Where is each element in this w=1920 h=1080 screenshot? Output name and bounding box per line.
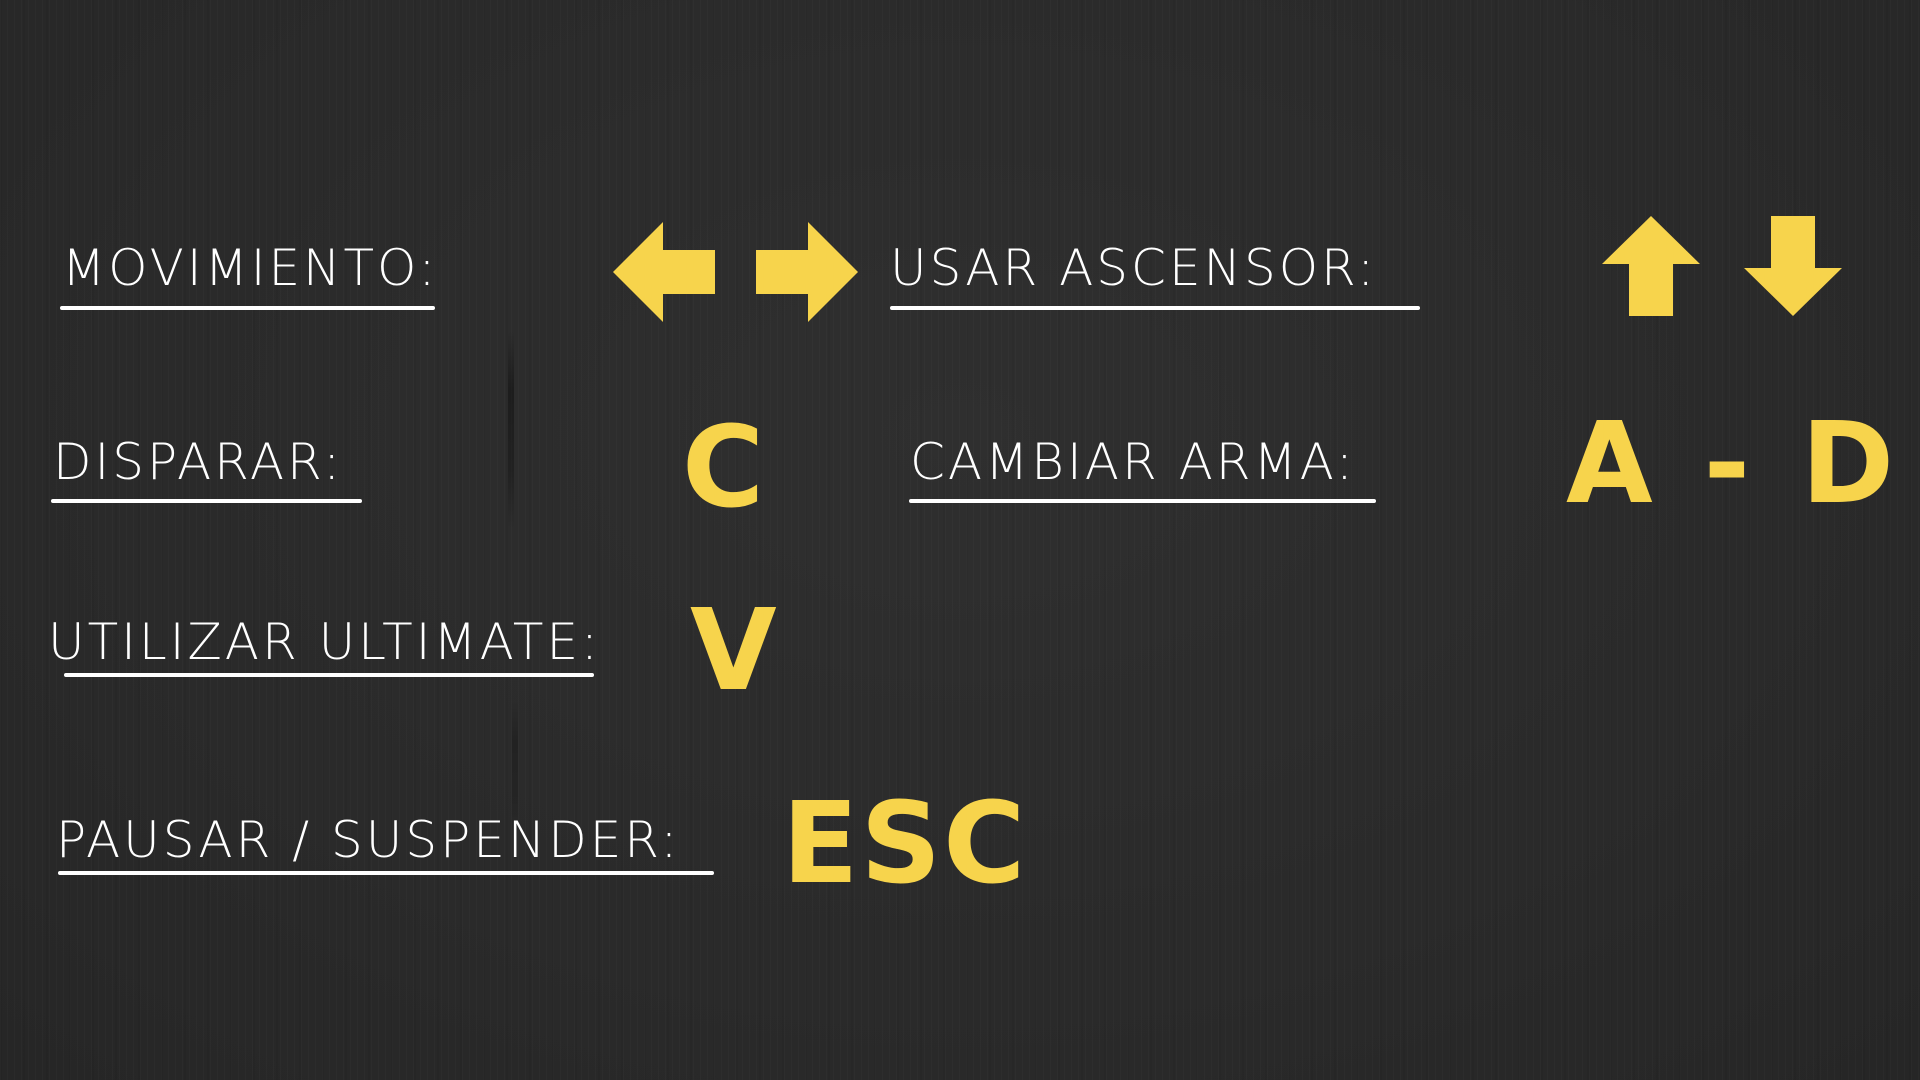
movement-underline [60,306,435,310]
ultimate-label: UTILIZAR ULTIMATE: [48,613,601,671]
elevator-label: USAR ASCENSOR: [890,239,1378,297]
shoot-label: DISPARAR: [53,433,344,491]
pause-label: PAUSAR / SUSPENDER: [56,811,681,869]
elevator-underline [890,306,1420,310]
shoot-underline [51,499,362,503]
ultimate-key: V [690,586,779,716]
arrow-down-icon [1744,216,1842,316]
shoot-key: C [682,403,767,533]
arrow-right-icon [756,222,858,322]
switch-weapon-label: CAMBIAR ARMA: [910,433,1356,491]
movement-label: MOVIMIENTO: [62,239,439,297]
ultimate-underline [64,673,594,677]
board-streak [512,700,518,840]
switch-weapon-underline [909,499,1376,503]
arrow-up-icon [1602,216,1700,316]
board-streak [508,330,514,530]
arrow-left-icon [613,222,715,322]
switch-weapon-key: A - D [1566,399,1901,529]
pause-key: ESC [782,779,1028,909]
pause-underline [58,871,714,875]
